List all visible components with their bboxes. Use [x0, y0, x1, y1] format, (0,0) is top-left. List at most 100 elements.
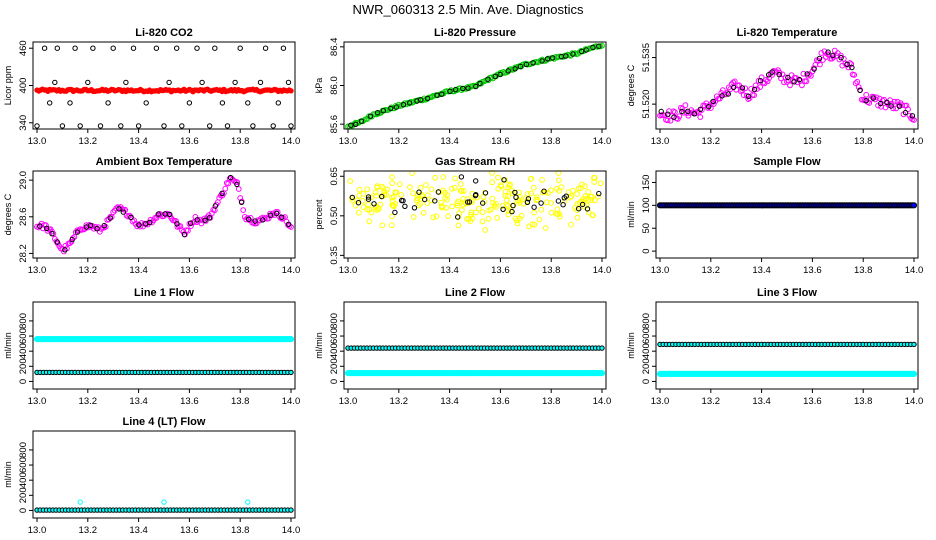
data-point: [245, 100, 251, 106]
x-tick-label: 13.2: [79, 525, 98, 536]
data-point: [198, 220, 205, 227]
data-point: [365, 196, 372, 202]
x-tick-label: 14.0: [282, 265, 301, 276]
y-tick-label: 460: [18, 40, 29, 56]
y-tick-label: 400: [18, 472, 29, 488]
data-point: [776, 71, 782, 78]
data-point: [748, 86, 754, 92]
data-point: [570, 51, 576, 57]
x-tick-label: 13.0: [339, 265, 358, 276]
data-point: [260, 217, 266, 223]
data-point: [691, 111, 697, 117]
data-point: [447, 88, 453, 95]
data-point: [400, 102, 407, 108]
data-point: [445, 213, 452, 220]
plot-frame: [655, 301, 919, 390]
data-point: [367, 113, 374, 119]
data-point: [588, 193, 594, 200]
x-tick-label: 13.0: [339, 396, 358, 407]
data-point: [491, 202, 498, 209]
data-point: [489, 195, 496, 202]
plot-frame: [343, 301, 607, 390]
data-point: [517, 194, 523, 200]
data-point: [227, 174, 234, 181]
data-point: [745, 93, 752, 100]
data-point: [288, 507, 294, 513]
data-point: [548, 187, 554, 194]
data-point: [482, 227, 489, 233]
data-point: [710, 98, 716, 105]
data-point: [207, 123, 213, 129]
data-point: [460, 188, 467, 194]
data-point: [494, 215, 501, 221]
plot-frame: [655, 41, 919, 130]
data-point: [509, 208, 515, 215]
data-point: [542, 225, 549, 232]
data-point: [406, 100, 413, 106]
x-tick-label: 13.0: [651, 136, 670, 147]
y-tick-label: 29.0: [18, 171, 29, 190]
x-tick-label: 13.0: [339, 136, 358, 147]
data-point: [143, 100, 149, 106]
x-tick-label: 13.6: [803, 265, 822, 276]
data-point: [697, 106, 704, 113]
data-point: [757, 84, 763, 90]
y-axis-label: ml/min: [626, 201, 636, 228]
data-point: [110, 45, 116, 51]
data-point: [538, 206, 545, 213]
data-point: [147, 219, 153, 226]
data-point: [458, 174, 465, 180]
data-point: [591, 197, 598, 204]
data-point: [844, 61, 850, 68]
data-point: [817, 61, 823, 68]
x-tick-label: 13.4: [752, 136, 771, 147]
data-point: [870, 95, 876, 101]
data-point: [855, 84, 862, 90]
data-point: [697, 114, 704, 120]
x-tick-label: 13.6: [180, 396, 199, 407]
data-point: [538, 200, 544, 206]
x-tick-label: 13.6: [491, 396, 510, 407]
x-tick-label: 13.4: [440, 396, 459, 407]
data-point: [459, 207, 465, 213]
data-point: [531, 221, 538, 228]
data-point: [371, 201, 377, 207]
data-point: [525, 196, 532, 202]
data-point: [574, 214, 581, 221]
data-point: [161, 499, 167, 505]
data-point: [685, 108, 691, 115]
x-tick-label: 14.0: [282, 136, 301, 147]
panel-l4: Line 4 (LT) Flow ml/min 13.0 13.2 13.4 13.6 13…: [3, 416, 300, 536]
data-point: [423, 182, 429, 188]
data-point: [118, 123, 124, 129]
data-point: [724, 90, 731, 96]
data-point: [348, 122, 354, 128]
data-point: [222, 185, 229, 192]
data-point: [94, 226, 100, 232]
data-point: [505, 184, 512, 191]
x-tick-label: 13.8: [854, 136, 873, 147]
data-point: [372, 189, 379, 196]
data-point: [97, 123, 104, 129]
plot-frame: [32, 301, 296, 390]
data-point: [498, 183, 505, 190]
data-point: [85, 79, 91, 86]
data-point: [492, 73, 498, 80]
x-tick-label: 13.0: [651, 396, 670, 407]
y-tick-label: 800: [329, 313, 340, 329]
data-point: [449, 203, 456, 210]
data-point: [682, 102, 689, 109]
data-point: [402, 203, 408, 210]
data-point: [502, 192, 509, 199]
data-point: [410, 190, 417, 197]
data-point: [791, 79, 797, 85]
x-tick-label: 13.0: [28, 525, 47, 536]
y-tick-label: 0.35: [329, 246, 340, 265]
data-point: [725, 91, 731, 97]
data-point: [267, 212, 274, 218]
data-point: [62, 247, 68, 253]
data-point: [476, 205, 482, 212]
panel-title: Li-820 Pressure: [434, 27, 516, 39]
data-point: [389, 180, 396, 187]
